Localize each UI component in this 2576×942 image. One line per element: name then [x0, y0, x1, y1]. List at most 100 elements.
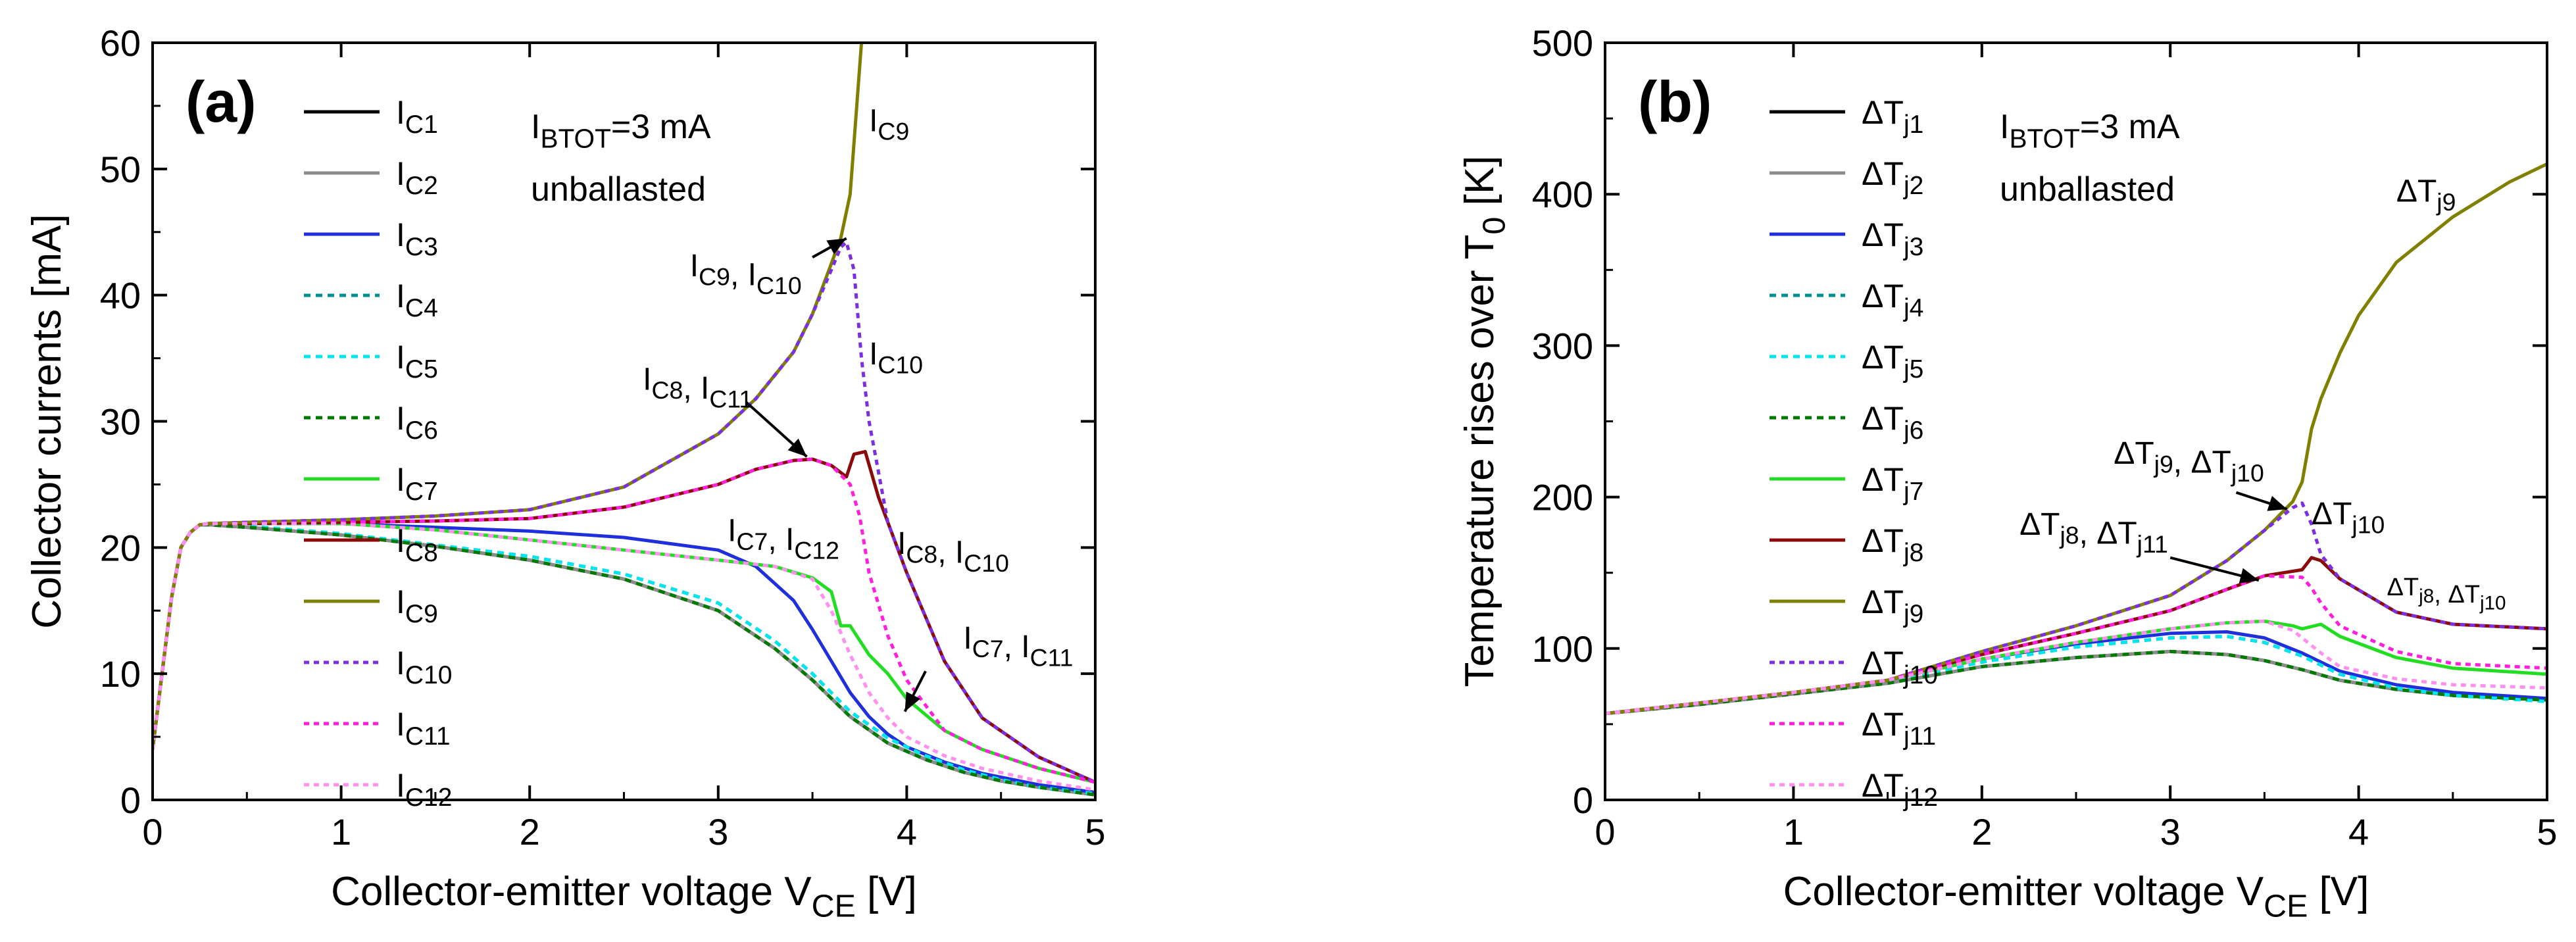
annotation-1-sub: j10 — [2231, 459, 2264, 487]
y-axis-label: Collector currents [mA] — [24, 214, 70, 629]
annotation-4-main: ΔT — [2387, 574, 2419, 601]
legend-label-C10-sub: C10 — [405, 661, 453, 689]
y-tick-label: 500 — [1532, 22, 1593, 64]
annotation-3-main: ΔT — [2019, 507, 2060, 542]
legend-label-C7: IC7 — [396, 461, 438, 506]
legend-label-C2-main: I — [396, 155, 405, 192]
y-axis-label-sub: 0 — [1476, 217, 1512, 235]
annotation-3-sub: C8 — [652, 376, 683, 404]
note-line-1-main: unballasted — [2000, 170, 2175, 209]
legend-label-j6-sub: j6 — [1903, 416, 1923, 445]
series-line-j6 — [1605, 649, 2547, 716]
legend-label-C6: IC6 — [396, 400, 438, 445]
legend-label-j4: ΔTj4 — [1862, 278, 1923, 322]
panel-label: (b) — [1638, 69, 1712, 134]
y-tick-label: 20 — [100, 527, 141, 568]
x-tick-label: 4 — [897, 811, 917, 853]
legend-label-j11-sub: j11 — [1903, 722, 1936, 751]
legend-label-j12-sub: j12 — [1903, 783, 1938, 812]
legend-label-C3-sub: C3 — [405, 233, 438, 261]
x-tick-label: 4 — [2348, 811, 2369, 853]
annotation-4: IC7, IC12 — [728, 514, 839, 564]
annotation-4-sub: C7 — [736, 528, 768, 555]
legend-label-C5-main: I — [396, 339, 405, 376]
legend-label-C11-main: I — [396, 706, 405, 743]
annotation-5: IC8, IC10 — [897, 526, 1009, 577]
annotation-0-sub: j9 — [2436, 188, 2456, 216]
legend-label-C4: IC4 — [396, 278, 438, 322]
x-axis-label-suffix: [V] — [856, 869, 917, 914]
note-line-0-sub: BTOT — [2009, 124, 2079, 154]
annotation-2-main: I — [869, 337, 878, 372]
legend-label-j7-main: ΔT — [1862, 461, 1904, 498]
annotation-arrow-head-1 — [826, 238, 847, 255]
annotation-0-main: I — [869, 103, 878, 138]
annotation-4-main: , ΔT — [2434, 581, 2480, 608]
note-line-0-suffix: =3 mA — [611, 108, 711, 146]
legend-label-C4-main: I — [396, 278, 405, 314]
x-tick-label: 5 — [1085, 811, 1105, 853]
annotation-2-sub: C10 — [878, 351, 923, 379]
note-line-0-main: I — [2000, 108, 2009, 146]
y-tick-label: 200 — [1532, 477, 1593, 518]
legend-label-j8-main: ΔT — [1862, 522, 1904, 559]
annotation-1-main: , ΔT — [2173, 445, 2231, 480]
legend-label-C8-sub: C8 — [405, 539, 438, 567]
annotation-6-sub: C11 — [1030, 644, 1074, 672]
annotation-4: ΔTj8, ΔTj10 — [2387, 574, 2506, 614]
legend-label-j2-sub: j2 — [1903, 172, 1923, 200]
y-tick-label: 100 — [1532, 628, 1593, 670]
legend-label-C2: IC2 — [396, 155, 438, 200]
x-tick-label: 2 — [1971, 811, 1992, 853]
legend-label-C11: IC11 — [396, 706, 451, 751]
annotation-3-main: , I — [683, 371, 709, 406]
y-tick-label: 10 — [100, 653, 141, 695]
note-line-0: IBTOT=3 mA — [531, 108, 711, 154]
x-axis-label-main: Collector-emitter voltage V — [1783, 869, 2264, 914]
legend-label-C2-sub: C2 — [405, 172, 438, 200]
legend-label-j4-sub: j4 — [1903, 294, 1923, 322]
legend-label-j1-sub: j1 — [1903, 111, 1923, 139]
legend-label-j2-main: ΔT — [1862, 155, 1904, 192]
x-tick-label: 5 — [2537, 811, 2557, 853]
annotation-arrow-head-1 — [2267, 495, 2287, 511]
legend-label-C3-main: I — [396, 216, 405, 253]
annotation-6-main: , I — [1004, 630, 1030, 664]
legend-label-C9: IC9 — [396, 583, 438, 628]
annotation-6-sub: C7 — [972, 635, 1004, 662]
annotation-3-main: I — [643, 362, 651, 397]
legend-label-C11-sub: C11 — [405, 722, 451, 751]
x-tick-label: 2 — [520, 811, 540, 853]
annotation-4-sub: j10 — [2479, 593, 2506, 614]
legend-label-j9: ΔTj9 — [1862, 583, 1923, 628]
legend-label-C4-sub: C4 — [405, 294, 438, 322]
note-line-0-sub: BTOT — [540, 124, 610, 154]
x-axis-label: Collector-emitter voltage VCE [V] — [1783, 869, 2369, 924]
legend-label-C12: IC12 — [396, 767, 452, 812]
legend-label-C8-main: I — [396, 522, 405, 559]
y-tick-label: 60 — [100, 22, 141, 64]
series-line-j10 — [1605, 501, 2547, 716]
x-tick-label: 3 — [708, 811, 728, 853]
legend-label-j10: ΔTj10 — [1862, 645, 1938, 689]
legend-label-C8: IC8 — [396, 522, 438, 567]
legend-label-C10-main: I — [396, 645, 405, 682]
annotation-arrow-head-3 — [2239, 568, 2259, 583]
legend-label-j1: ΔTj1 — [1862, 94, 1923, 139]
legend-label-C5: IC5 — [396, 339, 438, 384]
annotation-2: ΔTj10 — [2312, 497, 2385, 538]
legend-label-j10-main: ΔT — [1862, 645, 1904, 682]
y-tick-label: 0 — [1573, 780, 1593, 821]
series-line-C12 — [153, 522, 1095, 792]
annotation-6-main: I — [963, 621, 972, 656]
annotation-4-sub: C12 — [794, 537, 839, 564]
legend-label-j3: ΔTj3 — [1862, 216, 1923, 261]
y-tick-label: 300 — [1532, 325, 1593, 366]
legend-label-j4-main: ΔT — [1862, 278, 1904, 314]
legend-label-j3-main: ΔT — [1862, 216, 1904, 253]
x-tick-label: 3 — [2160, 811, 2181, 853]
annotation-5-main: I — [897, 526, 906, 561]
annotation-0-sub: C9 — [878, 118, 909, 145]
annotation-arrow-head-6 — [904, 691, 921, 712]
series-line-j9 — [1605, 162, 2547, 716]
